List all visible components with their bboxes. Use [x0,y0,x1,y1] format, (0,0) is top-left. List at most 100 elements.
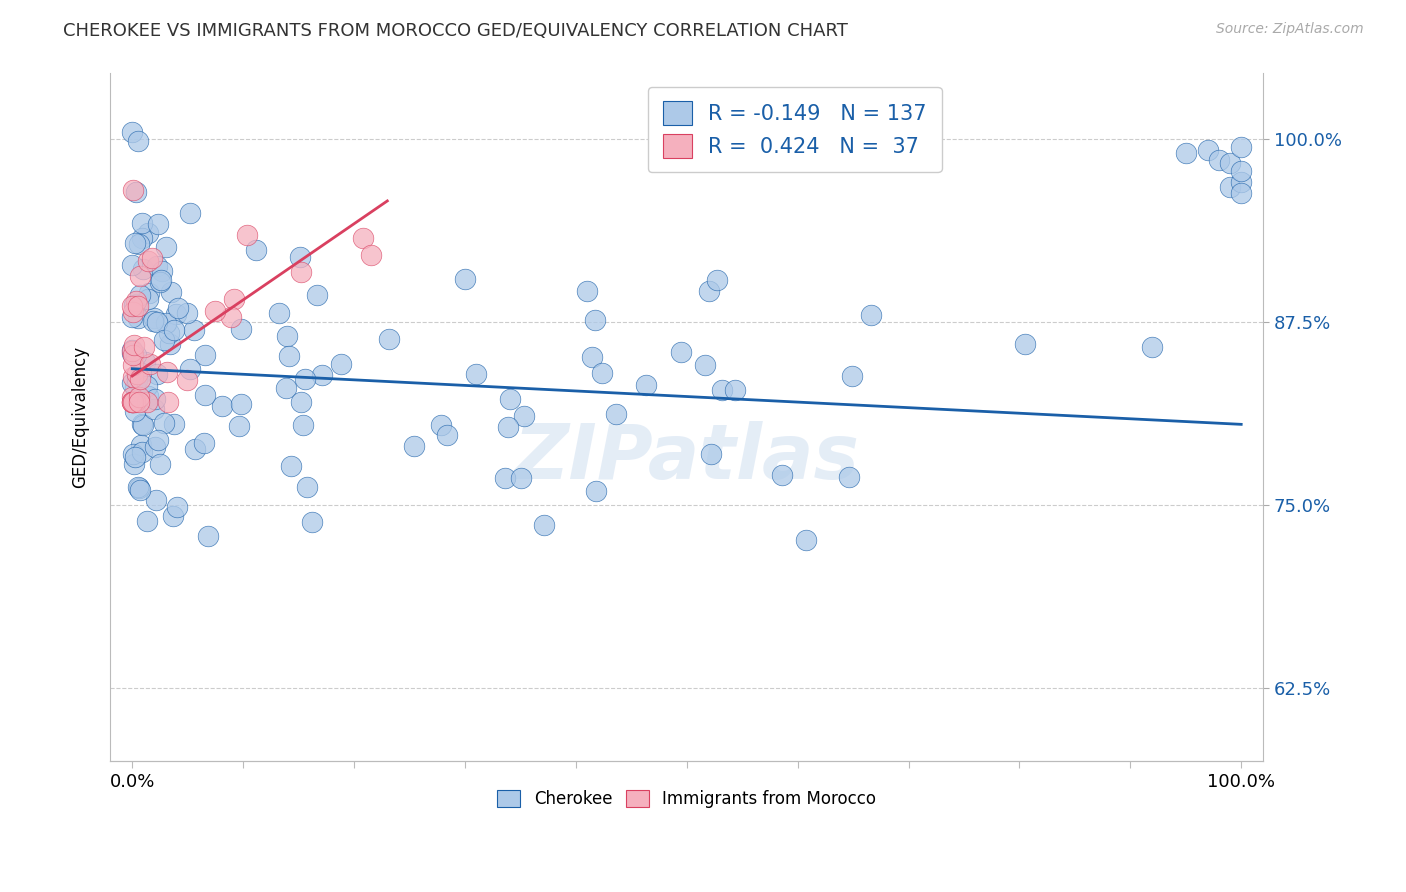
Point [121,395,143,409]
Point [132,340,155,354]
Point [204,304,226,318]
Point [605,407,627,421]
Point [576,284,599,298]
Point [277,349,299,363]
Point [131,445,153,459]
Point [124,395,146,409]
Point [163,417,186,432]
Point [211,400,233,414]
Point [145,259,167,273]
Point [136,226,159,240]
Point [127,310,149,325]
Point [290,395,312,409]
Point [121,370,143,384]
Point [591,366,613,380]
Point [128,236,150,251]
Point [149,457,172,471]
Point [311,368,333,382]
Point [794,533,817,547]
Point [1014,337,1036,351]
Point [129,483,152,497]
Point [710,384,733,398]
Point [436,427,458,442]
Point [454,272,477,286]
Point [141,251,163,265]
Point [155,240,177,254]
Point [146,315,169,329]
Point [127,299,149,313]
Point [1230,140,1253,154]
Point [128,372,150,386]
Point [581,350,603,364]
Point [165,307,187,321]
Point [280,459,302,474]
Point [167,301,190,315]
Point [129,288,152,302]
Point [121,358,143,372]
Text: Source: ZipAtlas.com: Source: ZipAtlas.com [1216,22,1364,37]
Point [404,439,426,453]
Point [509,471,531,485]
Point [513,409,536,424]
Point [142,311,165,326]
Point [138,357,160,371]
Point [121,299,143,313]
Point [724,384,747,398]
Point [131,217,153,231]
Point [127,367,149,381]
Point [1142,340,1164,354]
Point [152,416,174,430]
Point [127,481,149,495]
Point [128,391,150,405]
Point [122,348,145,362]
Point [1219,180,1241,194]
Point [131,417,153,431]
Point [122,338,145,352]
Point [143,392,166,407]
Point [121,395,143,409]
Point [145,367,167,381]
Point [121,343,143,358]
Point [1230,164,1253,178]
Point [231,397,253,411]
Point [155,316,177,330]
Point [290,265,312,279]
Point [706,273,728,287]
Point [301,516,323,530]
Point [124,380,146,394]
Y-axis label: GED/Equivalency: GED/Equivalency [72,346,89,488]
Point [669,345,692,359]
Point [125,348,148,362]
Point [128,395,150,409]
Point [138,285,160,300]
Point [150,264,173,278]
Point [146,217,169,231]
Point [162,508,184,523]
Point [136,514,159,528]
Point [129,438,152,452]
Point [1230,186,1253,200]
Point [292,417,315,432]
Point [166,500,188,514]
Point [157,395,180,409]
Point [160,285,183,300]
Point [235,228,257,243]
Point [494,471,516,485]
Point [121,390,143,404]
Point [127,134,149,148]
Point [276,329,298,343]
Point [194,348,217,362]
Point [499,392,522,406]
Point [294,372,316,386]
Point [124,294,146,309]
Point [132,262,155,277]
Point [128,481,150,495]
Point [136,254,159,268]
Point [134,355,156,369]
Point [122,458,145,472]
Point [193,435,215,450]
Point [121,304,143,318]
Point [152,333,174,347]
Point [700,447,723,461]
Point [352,231,374,245]
